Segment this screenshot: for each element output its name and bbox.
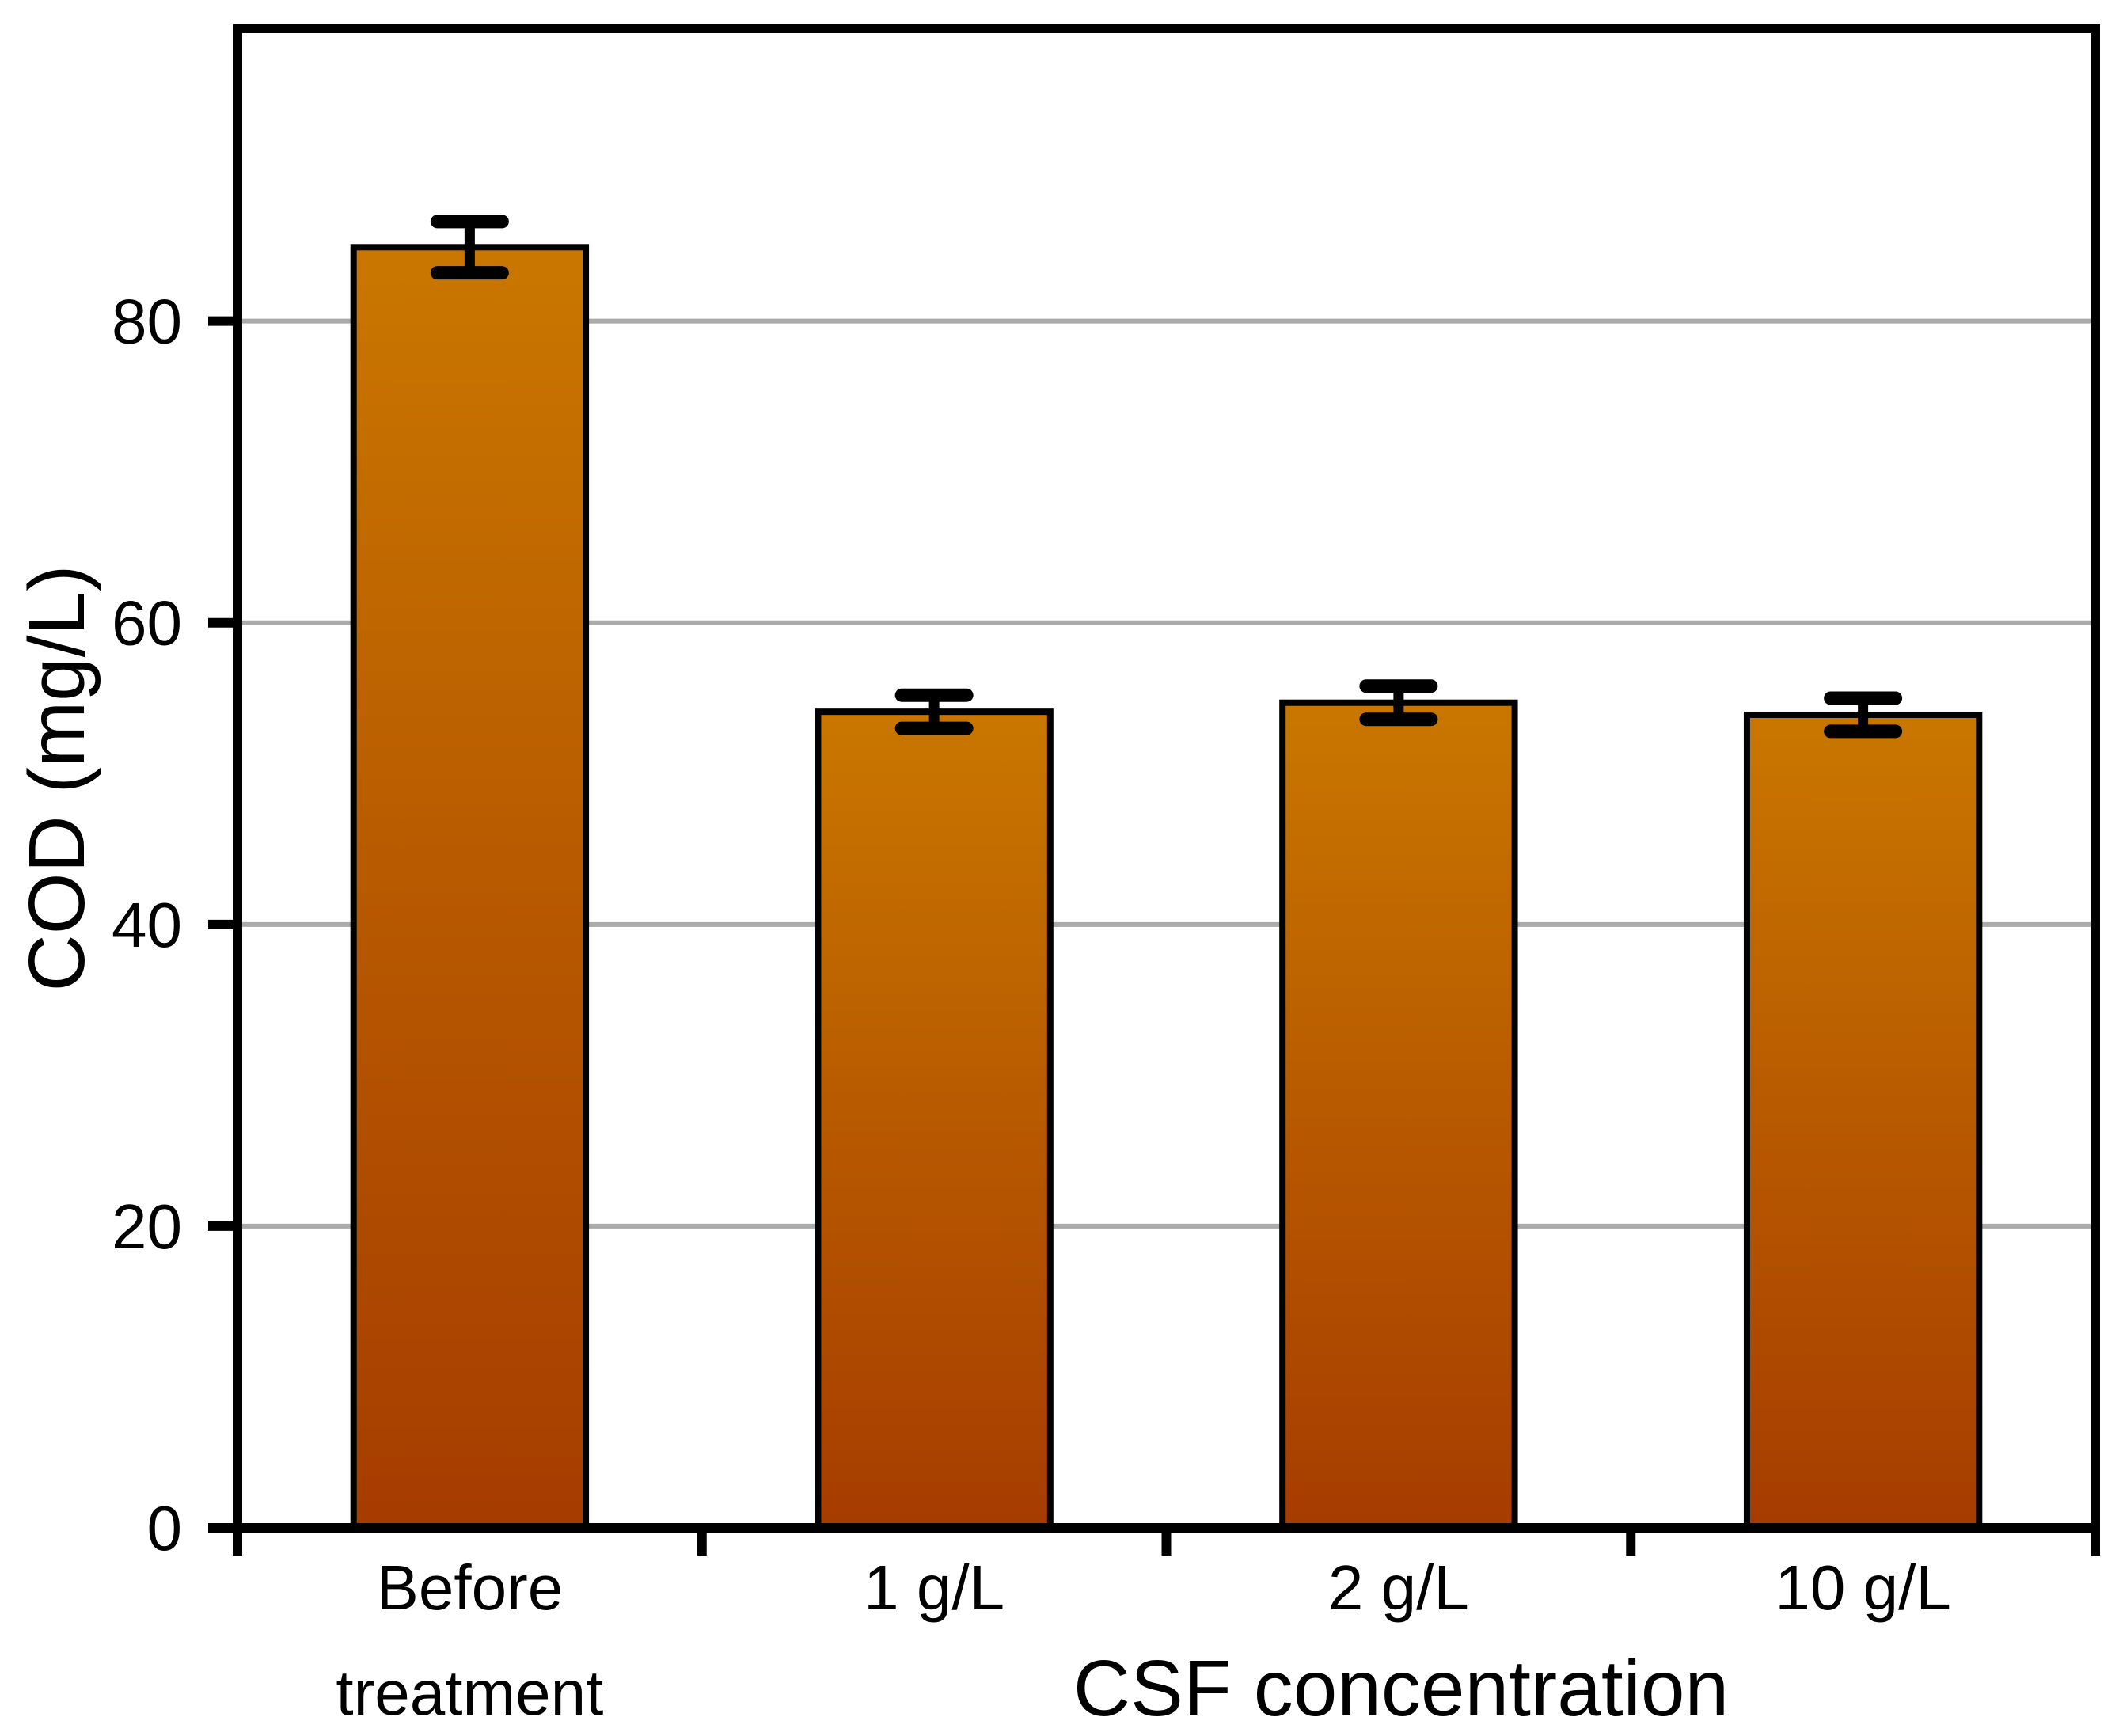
x-tick-label: 2 g/L bbox=[1328, 1552, 1469, 1623]
bar-2 bbox=[1279, 699, 1518, 1531]
y-tick-label: 40 bbox=[112, 890, 182, 960]
x-tick-label: 10 g/L bbox=[1775, 1552, 1950, 1623]
y-tick-label: 80 bbox=[112, 287, 182, 357]
bar-0 bbox=[350, 244, 590, 1531]
x-tick-label: Before treatment bbox=[336, 1552, 603, 1728]
x-axis-title: CSF concentration bbox=[1073, 1644, 1730, 1733]
y-tick-label: 20 bbox=[112, 1191, 182, 1262]
x-tick-label: 1 g/L bbox=[864, 1552, 1004, 1623]
bar-3 bbox=[1743, 711, 1983, 1531]
y-axis-title: COD (mg/L) bbox=[13, 564, 101, 992]
y-tick-label: 60 bbox=[112, 588, 182, 659]
bar-1 bbox=[815, 708, 1054, 1531]
y-tick-label: 0 bbox=[147, 1493, 183, 1563]
